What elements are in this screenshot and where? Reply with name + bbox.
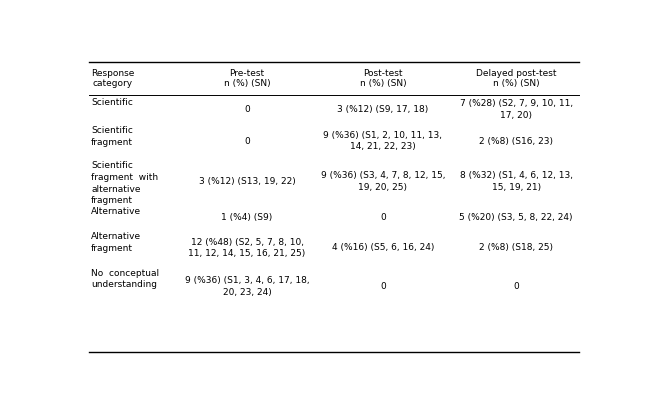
Text: Delayed post-test
n (%) (SN): Delayed post-test n (%) (SN): [476, 69, 556, 88]
Text: 1 (%4) (S9): 1 (%4) (S9): [221, 212, 273, 222]
Text: Response
category: Response category: [91, 69, 134, 88]
Text: No  conceptual
understanding: No conceptual understanding: [91, 269, 159, 289]
Text: 4 (%16) (S5, 6, 16, 24): 4 (%16) (S5, 6, 16, 24): [332, 243, 434, 252]
Text: Scientific: Scientific: [91, 98, 133, 107]
Text: 7 (%28) (S2, 7, 9, 10, 11,
17, 20): 7 (%28) (S2, 7, 9, 10, 11, 17, 20): [459, 99, 573, 120]
Text: 5 (%20) (S3, 5, 8, 22, 24): 5 (%20) (S3, 5, 8, 22, 24): [459, 212, 573, 222]
Text: 0: 0: [513, 282, 519, 291]
Text: 0: 0: [244, 105, 250, 114]
Text: Scientific
fragment: Scientific fragment: [91, 126, 133, 147]
Text: Pre-test
n (%) (SN): Pre-test n (%) (SN): [224, 69, 271, 88]
Text: 2 (%8) (S16, 23): 2 (%8) (S16, 23): [479, 136, 553, 145]
Text: 9 (%36) (S1, 3, 4, 6, 17, 18,
20, 23, 24): 9 (%36) (S1, 3, 4, 6, 17, 18, 20, 23, 24…: [185, 276, 310, 297]
Text: Alternative: Alternative: [91, 207, 141, 216]
Text: Scientific
fragment  with
alternative
fragment: Scientific fragment with alternative fra…: [91, 161, 158, 206]
Text: Alternative
fragment: Alternative fragment: [91, 232, 141, 253]
Text: 0: 0: [380, 212, 386, 222]
Text: 9 (%36) (S3, 4, 7, 8, 12, 15,
19, 20, 25): 9 (%36) (S3, 4, 7, 8, 12, 15, 19, 20, 25…: [321, 171, 445, 192]
Text: 0: 0: [244, 136, 250, 145]
Text: 8 (%32) (S1, 4, 6, 12, 13,
15, 19, 21): 8 (%32) (S1, 4, 6, 12, 13, 15, 19, 21): [459, 171, 572, 192]
Text: 3 (%12) (S13, 19, 22): 3 (%12) (S13, 19, 22): [199, 177, 295, 186]
Text: 9 (%36) (S1, 2, 10, 11, 13,
14, 21, 22, 23): 9 (%36) (S1, 2, 10, 11, 13, 14, 21, 22, …: [323, 131, 443, 152]
Text: 2 (%8) (S18, 25): 2 (%8) (S18, 25): [479, 243, 553, 252]
Text: 12 (%48) (S2, 5, 7, 8, 10,
11, 12, 14, 15, 16, 21, 25): 12 (%48) (S2, 5, 7, 8, 10, 11, 12, 14, 1…: [188, 238, 306, 258]
Text: Post-test
n (%) (SN): Post-test n (%) (SN): [360, 69, 406, 88]
Text: 3 (%12) (S9, 17, 18): 3 (%12) (S9, 17, 18): [337, 105, 428, 114]
Text: 0: 0: [380, 282, 386, 291]
